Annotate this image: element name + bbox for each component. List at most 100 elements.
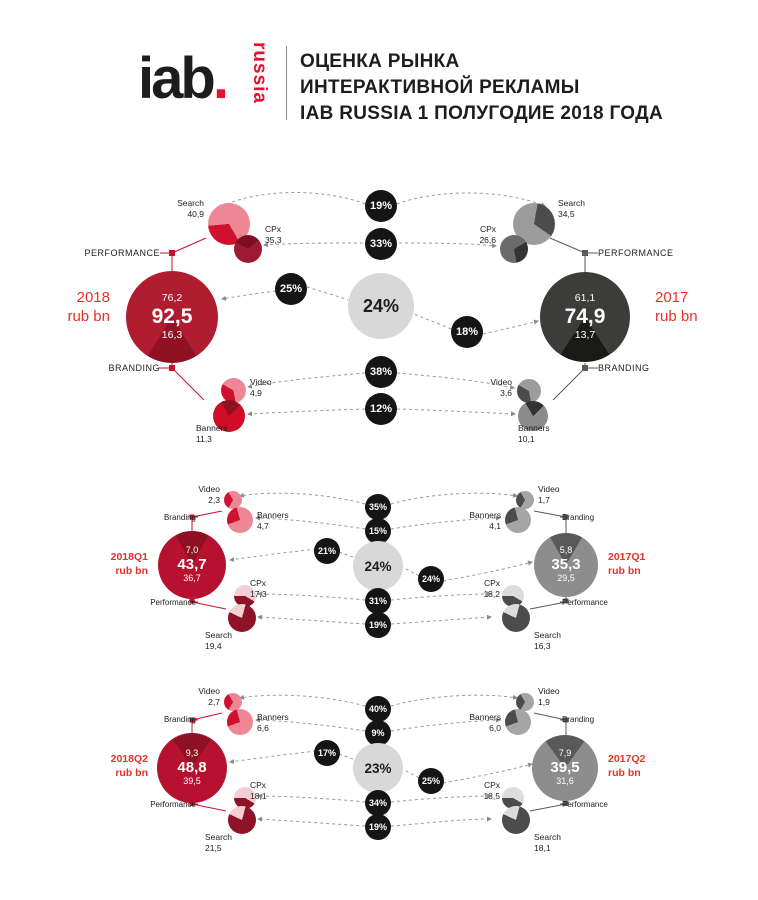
search-label-2018q2: Search 21,5 <box>205 832 249 854</box>
video-pie-2018 <box>221 378 246 403</box>
title-line-2: ИНТЕРАКТИВНОЙ РЕКЛАМЫ <box>300 77 580 98</box>
pie-value: 4,7 <box>257 521 269 532</box>
cpx-pie-2018q1 <box>234 585 256 607</box>
pie-value: 2,7 <box>208 697 220 708</box>
growth-badge-performance: 24% <box>418 566 444 592</box>
growth-badge-search: 19% <box>365 612 391 638</box>
banners-label-2017q1: Banners 4,1 <box>453 510 501 532</box>
performance-value: 29,5 <box>557 573 575 584</box>
video-label-2017q1: Video 1,7 <box>538 484 582 506</box>
search-pie-2018q2 <box>228 806 256 834</box>
title-line-1: ОЦЕНКА РЫНКА <box>300 51 460 72</box>
performance-value: 39,5 <box>183 776 201 787</box>
performance-value: 36,7 <box>183 573 201 584</box>
growth-badge-video: 35% <box>365 494 391 520</box>
pie-value: 11,3 <box>196 434 212 445</box>
pie-value: 13,5 <box>483 791 500 802</box>
growth-badge-video: 38% <box>365 356 397 388</box>
pie-name: Search <box>534 832 561 842</box>
iab-logo: iab. <box>138 50 229 108</box>
pie-value: 3,6 <box>500 388 512 399</box>
video-pie-2018q1 <box>224 491 242 509</box>
pie-name: Video <box>198 686 220 696</box>
search-label-2017: Search 34,5 <box>558 198 612 220</box>
title-line-3: IAB RUSSIA 1 ПОЛУГОДИЕ 2018 ГОДА <box>300 103 663 124</box>
total-value: 39,5 <box>550 758 580 776</box>
growth-badge-search: 19% <box>365 190 397 222</box>
performance-value: 31,6 <box>556 776 574 787</box>
period-unit: rub bn <box>608 564 641 577</box>
performance-label-right: PERFORMANCE <box>598 248 674 258</box>
search-label-2017q1: Search 16,3 <box>534 630 578 652</box>
search-pie-2017q2 <box>502 806 530 834</box>
pie-name: Search <box>177 198 204 208</box>
cpx-label-2018q1: CPx 17,3 <box>250 578 290 600</box>
total-value: 48,8 <box>177 758 207 776</box>
pie-name: Banners <box>469 712 501 722</box>
banners-pie-2018q2 <box>227 709 253 735</box>
total-circle-2018: 76,2 92,5 16,3 <box>126 271 218 363</box>
total-value: 92,5 <box>151 305 193 329</box>
pie-value: 21,5 <box>205 843 222 854</box>
period-value: 2017 <box>655 289 689 306</box>
period-label-2018q1: 2018Q1 rub bn <box>86 551 148 578</box>
period-label-2017q1: 2017Q1 rub bn <box>608 551 670 578</box>
branding-value: 13,7 <box>574 328 596 341</box>
pie-value: 17,3 <box>250 589 267 600</box>
branding-value: 7,0 <box>185 544 199 555</box>
growth-badge-total: 24% <box>353 541 403 591</box>
total-circle-2017q1: 5,8 35,3 29,5 <box>534 533 598 597</box>
cpx-pie-2017q1 <box>502 585 524 607</box>
pie-name: Banners <box>518 423 550 433</box>
pie-value: 19,4 <box>205 641 222 652</box>
pie-name: Video <box>538 686 560 696</box>
branding-label-right: BRANDING <box>598 363 650 373</box>
search-label-2018q1: Search 19,4 <box>205 630 249 652</box>
period-label-2018: 2018 rub bn <box>40 289 110 327</box>
banners-pie-2017q1 <box>505 507 531 533</box>
pie-name: CPx <box>483 780 500 790</box>
branding-value: 16,3 <box>161 328 183 341</box>
period-label-2017q2: 2017Q2 rub bn <box>608 753 670 780</box>
pie-name: Search <box>534 630 561 640</box>
video-pie-2018q2 <box>224 693 242 711</box>
header-divider <box>286 46 287 120</box>
performance-value: 76,2 <box>161 291 183 304</box>
growth-badge-performance: 25% <box>418 768 444 794</box>
growth-badge-branding: 18% <box>451 316 483 348</box>
pie-name: CPx <box>250 780 267 790</box>
pie-value: 13,2 <box>483 589 500 600</box>
pie-value: 18,1 <box>250 791 267 802</box>
pie-value: 1,9 <box>538 697 550 708</box>
period-unit: rub bn <box>67 307 110 325</box>
growth-badge-banners: 15% <box>365 518 391 544</box>
period-unit: rub bn <box>115 564 148 577</box>
pie-value: 6,0 <box>489 723 501 734</box>
period-value: 2017Q1 <box>608 551 646 563</box>
growth-badge-search: 19% <box>365 814 391 840</box>
period-value: 2018 <box>76 289 110 306</box>
growth-badge-cpx: 31% <box>365 588 391 614</box>
banners-pie-2017 <box>518 401 548 431</box>
pie-name: Banners <box>196 423 228 433</box>
pie-value: 10,1 <box>518 434 535 445</box>
banners-label-2018q2: Banners 6,6 <box>257 712 303 734</box>
cpx-pie-2017 <box>500 235 528 263</box>
growth-badge-branding: 17% <box>314 740 340 766</box>
banners-label-2018: Banners 11,3 <box>196 423 242 445</box>
total-value: 43,7 <box>177 555 207 573</box>
video-label-2017q2: Video 1,9 <box>538 686 582 708</box>
banners-label-2018q1: Banners 4,7 <box>257 510 303 532</box>
banners-pie-2018q1 <box>227 507 253 533</box>
banners-pie-2018 <box>213 400 245 432</box>
growth-badge-total: 24% <box>348 273 414 339</box>
performance-value: 61,1 <box>574 291 596 304</box>
growth-badge-branding: 21% <box>314 538 340 564</box>
video-pie-2017 <box>517 379 541 403</box>
total-circle-2018q2: 9,3 48,8 39,5 <box>157 733 227 803</box>
period-unit: rub bn <box>655 307 698 325</box>
performance-label-right: Performance <box>562 598 608 607</box>
pie-name: CPx <box>483 578 500 588</box>
